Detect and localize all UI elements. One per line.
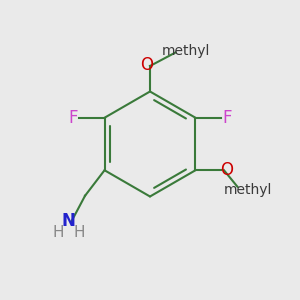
Text: H: H [73,225,85,240]
Text: O: O [140,56,154,74]
Text: methyl: methyl [224,183,272,197]
Text: F: F [68,109,78,127]
Text: N: N [61,212,76,230]
Text: O: O [220,161,233,179]
Text: methyl: methyl [162,44,210,58]
Text: H: H [52,225,64,240]
Text: F: F [222,109,232,127]
